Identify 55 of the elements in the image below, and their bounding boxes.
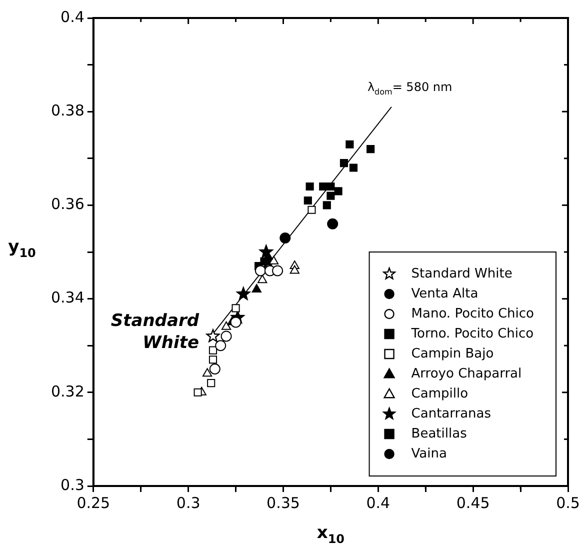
point <box>319 182 328 191</box>
point <box>326 192 335 200</box>
point <box>340 159 348 168</box>
point <box>207 379 216 388</box>
x-tick-label: 0.5 <box>556 494 580 512</box>
legend-label: Cantarranas <box>411 406 492 422</box>
legend-label: Mano. Pocito Chico <box>411 306 534 322</box>
point <box>322 201 331 210</box>
point <box>304 196 312 205</box>
point <box>366 145 375 154</box>
point <box>194 388 202 396</box>
x-tick-label: 0.25 <box>76 494 110 512</box>
y-tick-label: 0.32 <box>50 382 84 400</box>
legend-label: Campin Bajo <box>411 346 494 362</box>
x-tick-label: 0.45 <box>456 494 490 512</box>
point <box>327 218 338 230</box>
point <box>252 284 262 292</box>
y-tick-label: 0.34 <box>50 288 84 307</box>
legend-label: Arroyo Chaparral <box>411 366 522 382</box>
point <box>254 265 266 276</box>
point <box>215 340 226 352</box>
y-tick-label: 0.36 <box>50 195 84 214</box>
point <box>349 164 358 172</box>
point <box>272 265 284 276</box>
point <box>208 346 218 354</box>
point <box>220 330 232 342</box>
legend-label: Venta Alta <box>411 286 478 302</box>
point <box>308 206 316 214</box>
point <box>232 304 240 312</box>
point <box>221 321 232 330</box>
point <box>334 187 342 196</box>
annotation: Standard White <box>110 311 200 354</box>
y-tick-label: 0.3 <box>60 476 84 494</box>
legend-label: Beatillas <box>411 426 468 442</box>
point <box>202 368 212 377</box>
legend-label: Standard White <box>411 266 512 282</box>
point <box>208 356 218 364</box>
point <box>209 364 220 374</box>
point <box>206 329 220 342</box>
point <box>306 182 314 191</box>
x-tick-label: 0.4 <box>366 494 390 512</box>
point <box>280 232 291 244</box>
legend-label: Vaina <box>411 446 447 462</box>
y-tick-label: 0.4 <box>60 8 84 26</box>
point <box>258 274 268 284</box>
legend-label: Campillo <box>411 386 468 402</box>
point <box>290 265 300 274</box>
point <box>326 182 335 191</box>
x-tick-label: 0.3 <box>176 494 200 512</box>
y-tick-label: 0.38 <box>50 101 84 120</box>
point <box>346 140 354 148</box>
legend-label: Torno. Pocito Chico <box>410 326 534 342</box>
point <box>236 287 250 300</box>
point <box>268 256 279 264</box>
x-tick-label: 0.35 <box>266 494 300 512</box>
